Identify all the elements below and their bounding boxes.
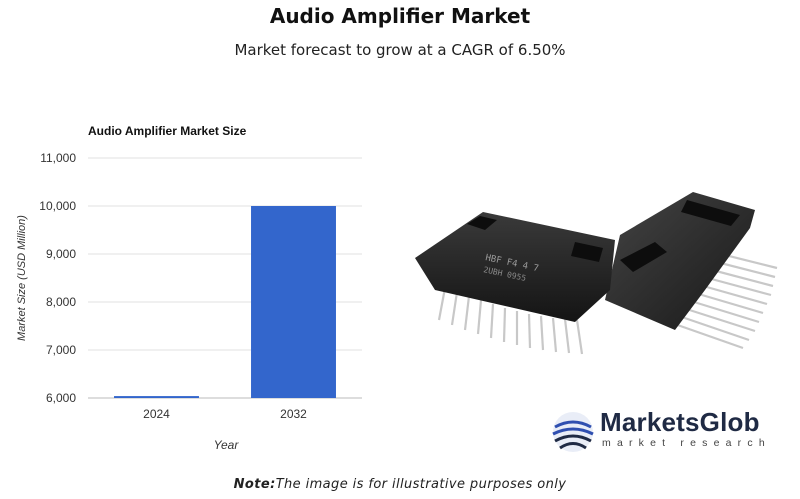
globe-icon: [552, 412, 594, 452]
x-tick-label-2032: 2032: [280, 407, 307, 421]
logo-name: MarketsGlob: [600, 407, 760, 437]
x-axis-ticks: 2024 2032: [143, 407, 307, 421]
bar-2032: [251, 206, 336, 398]
illustrative-note: Note:The image is for illustrative purpo…: [0, 477, 800, 492]
chart-bars: [114, 206, 336, 398]
note-text: The image is for illustrative purposes o…: [275, 477, 567, 492]
x-tick-label-2024: 2024: [143, 407, 170, 421]
y-tick-label: 6,000: [46, 391, 76, 405]
page-title: Audio Amplifier Market: [269, 4, 531, 28]
y-tick-label: 10,000: [39, 199, 76, 213]
x-axis-label: Year: [214, 438, 240, 452]
y-tick-label: 9,000: [46, 247, 76, 261]
y-axis-ticks: 6,000 7,000 8,000 9,000 10,000 11,000: [39, 151, 76, 405]
page-subtitle: Market forecast to grow at a CAGR of 6.5…: [234, 41, 566, 59]
chip-front-icon: HBF F4 4 7 2UBH 0955: [415, 212, 615, 355]
chip-back-icon: [605, 192, 778, 350]
y-tick-label: 11,000: [40, 151, 76, 165]
marketsglob-logo: MarketsGlob market research: [550, 407, 790, 457]
market-size-bar-chart: Audio Amplifier Market Size 6,000 7,000 8,…: [16, 124, 362, 452]
amplifier-chip-image: HBF F4 4 7 2UBH 0955: [415, 192, 778, 355]
logo-tagline: market research: [602, 437, 771, 449]
chart-title: Audio Amplifier Market Size: [88, 124, 247, 138]
y-axis-label: Market Size (USD Million): [16, 215, 28, 341]
note-label: Note:: [233, 477, 276, 492]
bar-2024: [114, 396, 199, 398]
y-tick-label: 8,000: [46, 295, 76, 309]
y-tick-label: 7,000: [46, 343, 76, 357]
